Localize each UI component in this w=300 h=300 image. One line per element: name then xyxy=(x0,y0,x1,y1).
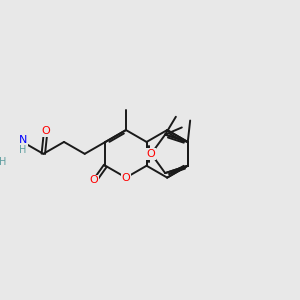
Text: H: H xyxy=(19,146,26,155)
Text: O: O xyxy=(147,149,156,159)
Text: H: H xyxy=(0,157,6,167)
Text: O: O xyxy=(122,172,130,183)
Text: O: O xyxy=(89,176,98,185)
Text: O: O xyxy=(147,149,156,159)
Text: N: N xyxy=(18,135,27,146)
Text: O: O xyxy=(41,126,50,136)
